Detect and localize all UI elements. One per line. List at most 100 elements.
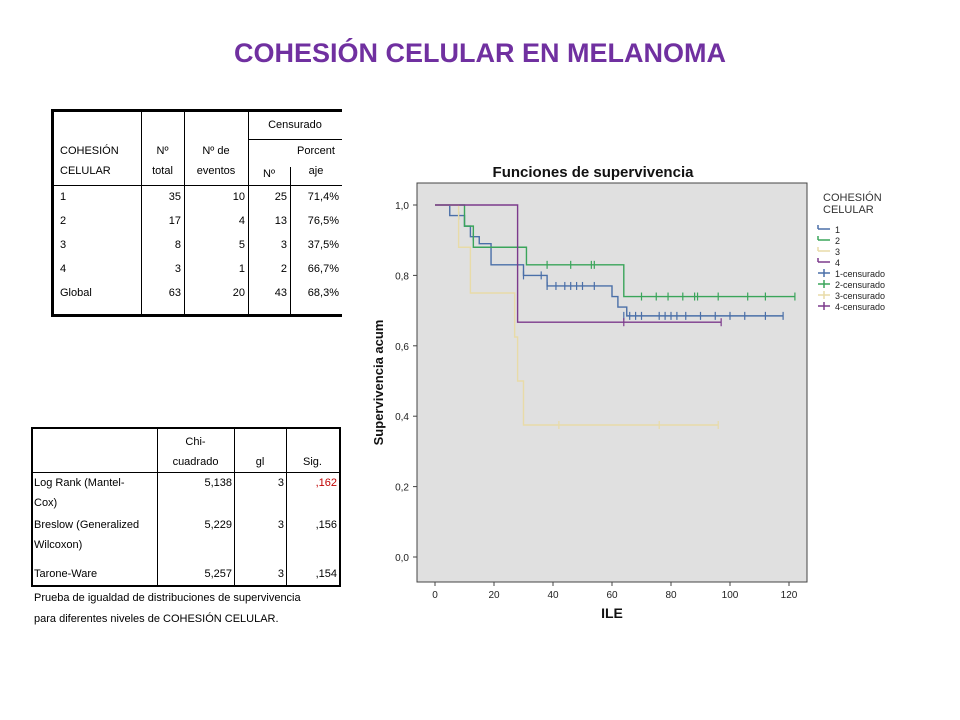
page-title: COHESIÓN CELULAR EN MELANOMA xyxy=(234,38,726,68)
cell-total: 35 xyxy=(168,191,181,203)
cell-censored: 3 xyxy=(280,239,287,251)
row-label: 1 xyxy=(60,191,67,203)
x-tick-label: 40 xyxy=(547,590,559,601)
cell-gl: 3 xyxy=(277,568,284,580)
row-label: 3 xyxy=(60,239,67,251)
header-total-1: Nº xyxy=(156,145,169,157)
cell-total: 63 xyxy=(168,287,181,299)
cell-chi: 5,229 xyxy=(204,519,232,531)
legend-label-censored-1: 1-censurado xyxy=(835,269,885,279)
x-tick-label: 120 xyxy=(781,590,798,601)
col-divider xyxy=(141,112,142,314)
cell-sig: ,156 xyxy=(315,519,337,531)
cell-total: 3 xyxy=(174,263,181,275)
legend-label-1: 1 xyxy=(835,225,840,235)
row-label: Global xyxy=(60,287,92,299)
cell-censored: 13 xyxy=(274,215,287,227)
header-censurado: Censurado xyxy=(268,119,322,131)
cell-gl: 3 xyxy=(277,519,284,531)
col-divider xyxy=(184,112,185,314)
cell-total: 8 xyxy=(174,239,181,251)
y-tick-label: 1,0 xyxy=(395,201,409,212)
header-pct-1: Porcent xyxy=(297,145,335,157)
survival-chart: Funciones de supervivencia 0,0 0,2 0,4 0,6 0,… xyxy=(365,155,925,625)
series-2-line xyxy=(435,204,795,298)
survival-chart-svg: Funciones de supervivencia 0,0 0,2 0,4 0,6 0,… xyxy=(371,164,885,621)
header-total-2: total xyxy=(152,165,173,177)
table-footnote-cont: para diferentes niveles de COHESIÓN CELU… xyxy=(34,613,279,625)
row-label: Breslow (Generalized xyxy=(34,519,140,531)
cell-pct: 71,4% xyxy=(307,191,339,203)
row-label-cont: Cox) xyxy=(34,497,58,509)
row-label: 4 xyxy=(60,263,67,275)
cell-events: 10 xyxy=(232,191,245,203)
cell-total: 17 xyxy=(168,215,181,227)
header-chi-1: Chi- xyxy=(185,436,206,448)
y-tick-label: 0,4 xyxy=(395,412,409,423)
legend-label-censored-4: 4-censurado xyxy=(835,302,885,312)
cell-pct: 37,5% xyxy=(307,239,339,251)
header-gl: gl xyxy=(255,456,265,468)
header-chi-2: cuadrado xyxy=(172,456,219,468)
header-pct-2: aje xyxy=(308,165,324,177)
cell-chi: 5,257 xyxy=(204,568,232,580)
row-label: 2 xyxy=(60,215,67,227)
row-divider xyxy=(54,185,342,186)
case-summary-table: Censurado COHESIÓN CELULAR Nº total Nº d… xyxy=(51,109,342,317)
row-label-cont: Wilcoxon) xyxy=(34,539,83,551)
y-axis-label: Supervivencia acum xyxy=(371,320,386,446)
y-tick-label: 0,6 xyxy=(395,342,409,353)
cell-events: 1 xyxy=(238,263,245,275)
series-4-line xyxy=(435,204,722,323)
cell-chi: 5,138 xyxy=(204,477,232,489)
x-tick-label: 60 xyxy=(606,590,618,601)
test-table: Chi- cuadrado gl Sig. Log Rank (Mantel- … xyxy=(31,427,341,587)
cell-events: 4 xyxy=(238,215,245,227)
y-tick-label: 0,0 xyxy=(395,553,409,564)
row-label: Tarone-Ware xyxy=(34,568,98,580)
cell-sig: ,162 xyxy=(315,477,337,489)
cell-pct: 76,5% xyxy=(307,215,339,227)
col-divider xyxy=(234,429,235,585)
y-tick-label: 0,8 xyxy=(395,271,409,282)
header-censored-n: Nº xyxy=(263,168,275,180)
row-divider xyxy=(33,472,339,473)
legend-label-2: 2 xyxy=(835,236,840,246)
header-events-1: Nº de xyxy=(202,145,230,157)
header-sig: Sig. xyxy=(303,456,322,468)
chart-title: Funciones de supervivencia xyxy=(493,164,695,181)
row-divider xyxy=(248,139,342,140)
x-tick-label: 80 xyxy=(665,590,677,601)
header-group-2: CELULAR xyxy=(60,165,111,177)
legend-label-4: 4 xyxy=(835,258,840,268)
legend-title-2: CELULAR xyxy=(823,204,874,216)
cell-censored: 43 xyxy=(274,287,287,299)
cell-pct: 66,7% xyxy=(307,263,339,275)
row-label: Log Rank (Mantel- xyxy=(34,477,125,489)
legend-label-censored-3: 3-censurado xyxy=(835,291,885,301)
x-tick-label: 0 xyxy=(432,590,438,601)
series-3-line xyxy=(435,204,719,426)
plot-area xyxy=(416,182,808,583)
header-events-2: eventos xyxy=(196,165,236,177)
cell-censored: 2 xyxy=(280,263,287,275)
x-tick-label: 100 xyxy=(722,590,739,601)
x-axis-label: ILE xyxy=(601,605,623,621)
table-footnote: Prueba de igualdad de distribuciones de … xyxy=(34,592,301,604)
legend-label-3: 3 xyxy=(835,247,840,257)
col-divider xyxy=(248,112,249,314)
legend-title: COHESIÓN xyxy=(823,191,882,204)
cell-sig: ,154 xyxy=(315,568,337,580)
cell-events: 5 xyxy=(238,239,245,251)
cell-events: 20 xyxy=(232,287,245,299)
x-tick-label: 20 xyxy=(488,590,500,601)
cell-pct: 68,3% xyxy=(307,287,339,299)
col-divider xyxy=(286,429,287,585)
col-divider xyxy=(290,167,291,314)
header-group-1: COHESIÓN xyxy=(60,145,119,157)
col-divider xyxy=(157,429,158,585)
y-tick-label: 0,2 xyxy=(395,483,409,494)
cell-gl: 3 xyxy=(277,477,284,489)
legend-label-censored-2: 2-censurado xyxy=(835,280,885,290)
cell-censored: 25 xyxy=(274,191,287,203)
